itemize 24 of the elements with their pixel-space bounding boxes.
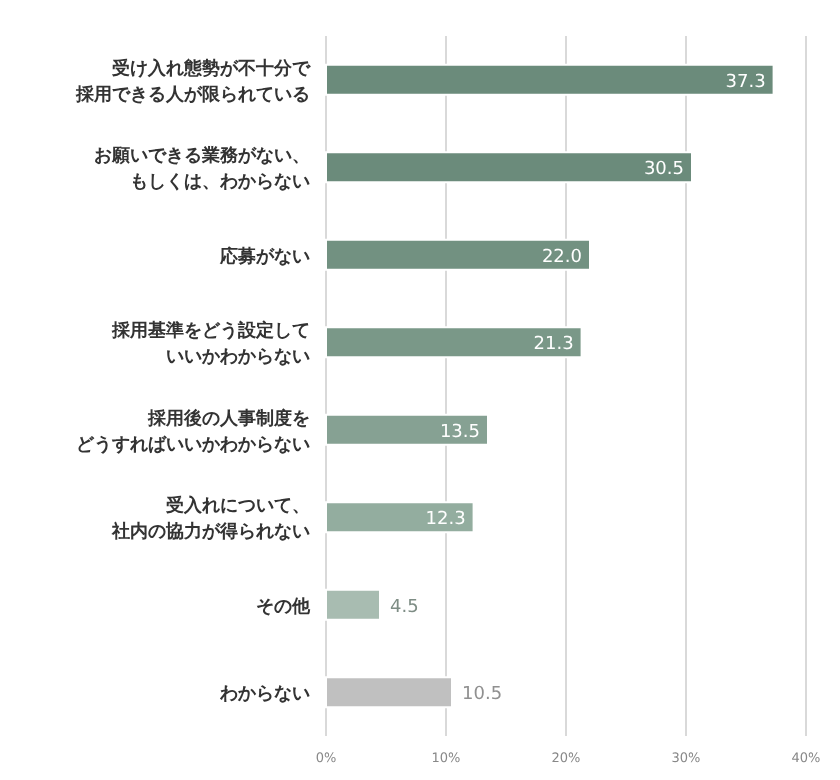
bar <box>325 413 489 446</box>
bar <box>325 238 591 271</box>
y-tick-label: 受け入れ態勢が不十分で採用できる人が限られている <box>74 57 312 106</box>
y-tick-label: その他 <box>256 595 312 618</box>
data-label: 22.0 <box>541 247 583 268</box>
bar <box>325 63 775 96</box>
y-tick-label: お願いできる業務がない、もしくは、わからない <box>94 145 310 194</box>
y-tick-label: 採用基準をどう設定していいかわからない <box>110 320 310 369</box>
data-label: 13.5 <box>439 422 480 443</box>
data-label: 37.3 <box>725 72 766 93</box>
bar <box>325 151 693 184</box>
bar <box>325 676 453 709</box>
y-tick-label: 受入れについて、社内の協力が得られない <box>110 495 310 544</box>
bar <box>325 326 583 359</box>
data-label: 21.3 <box>533 335 574 356</box>
data-label: 30.5 <box>643 160 684 181</box>
bar <box>325 588 381 621</box>
bar <box>325 501 475 534</box>
y-tick-label: 採用後の人事制度をどうすればいいかわからない <box>76 407 310 456</box>
data-label: 10.5 <box>462 685 503 706</box>
y-tick-label: わからない <box>218 685 310 706</box>
data-label: 12.3 <box>425 510 466 531</box>
y-tick-label: 応募がない <box>218 245 310 268</box>
data-label: 4.5 <box>390 597 419 618</box>
